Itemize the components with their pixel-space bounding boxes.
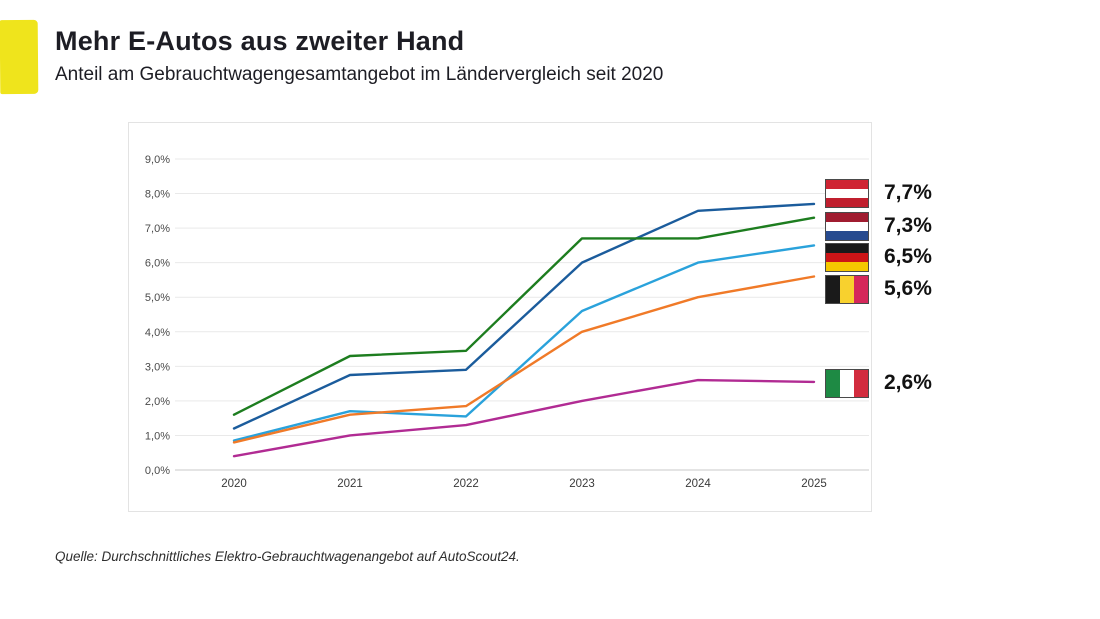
svg-text:1,0%: 1,0% bbox=[145, 430, 170, 442]
legend-value-germany: 6,5% bbox=[884, 245, 932, 268]
legend-item-austria: 7,7% bbox=[825, 178, 932, 208]
svg-text:0,0%: 0,0% bbox=[145, 465, 170, 477]
source-note: Quelle: Durchschnittliches Elektro-Gebra… bbox=[55, 549, 520, 564]
legend-value-austria: 7,7% bbox=[884, 181, 932, 204]
svg-text:8,0%: 8,0% bbox=[145, 189, 170, 201]
svg-text:2024: 2024 bbox=[685, 478, 711, 490]
legend-item-germany: 6,5% bbox=[825, 242, 932, 272]
accent-block bbox=[0, 19, 39, 95]
svg-text:2,0%: 2,0% bbox=[145, 396, 170, 408]
svg-text:6,0%: 6,0% bbox=[145, 258, 170, 270]
svg-text:5,0%: 5,0% bbox=[145, 292, 170, 304]
svg-text:3,0%: 3,0% bbox=[145, 361, 170, 373]
svg-text:9,0%: 9,0% bbox=[145, 154, 170, 166]
svg-text:4,0%: 4,0% bbox=[145, 327, 170, 339]
svg-text:2025: 2025 bbox=[801, 478, 827, 490]
legend-item-italy: 2,6% bbox=[825, 368, 932, 398]
page-subtitle: Anteil am Gebrauchtwagengesamtangebot im… bbox=[55, 64, 664, 85]
chart-card: 0,0% 1,0% 2,0% 3,0% 4,0% 5,0% 6,0% 7,0% 8,0% 9,0%… bbox=[128, 122, 872, 512]
legend-item-netherlands: 7,3% bbox=[825, 211, 932, 241]
germany-flag-icon bbox=[825, 242, 869, 272]
line-chart: 0,0% 1,0% 2,0% 3,0% 4,0% 5,0% 6,0% 7,0% 8,0% 9,0%… bbox=[145, 154, 869, 490]
svg-text:2023: 2023 bbox=[569, 478, 595, 490]
italy-flag-icon bbox=[825, 368, 869, 398]
belgium-flag-icon bbox=[825, 274, 869, 304]
svg-text:2022: 2022 bbox=[453, 478, 479, 490]
svg-text:2020: 2020 bbox=[221, 478, 247, 490]
legend-value-netherlands: 7,3% bbox=[884, 214, 932, 237]
page-title: Mehr E-Autos aus zweiter Hand bbox=[55, 26, 465, 56]
svg-text:2021: 2021 bbox=[337, 478, 363, 490]
svg-text:7,0%: 7,0% bbox=[145, 223, 170, 235]
legend-item-belgium: 5,6% bbox=[825, 274, 932, 304]
legend-value-italy: 2,6% bbox=[884, 371, 932, 394]
netherlands-flag-icon bbox=[825, 211, 869, 241]
austria-flag-icon bbox=[825, 178, 869, 208]
legend-value-belgium: 5,6% bbox=[884, 277, 932, 300]
